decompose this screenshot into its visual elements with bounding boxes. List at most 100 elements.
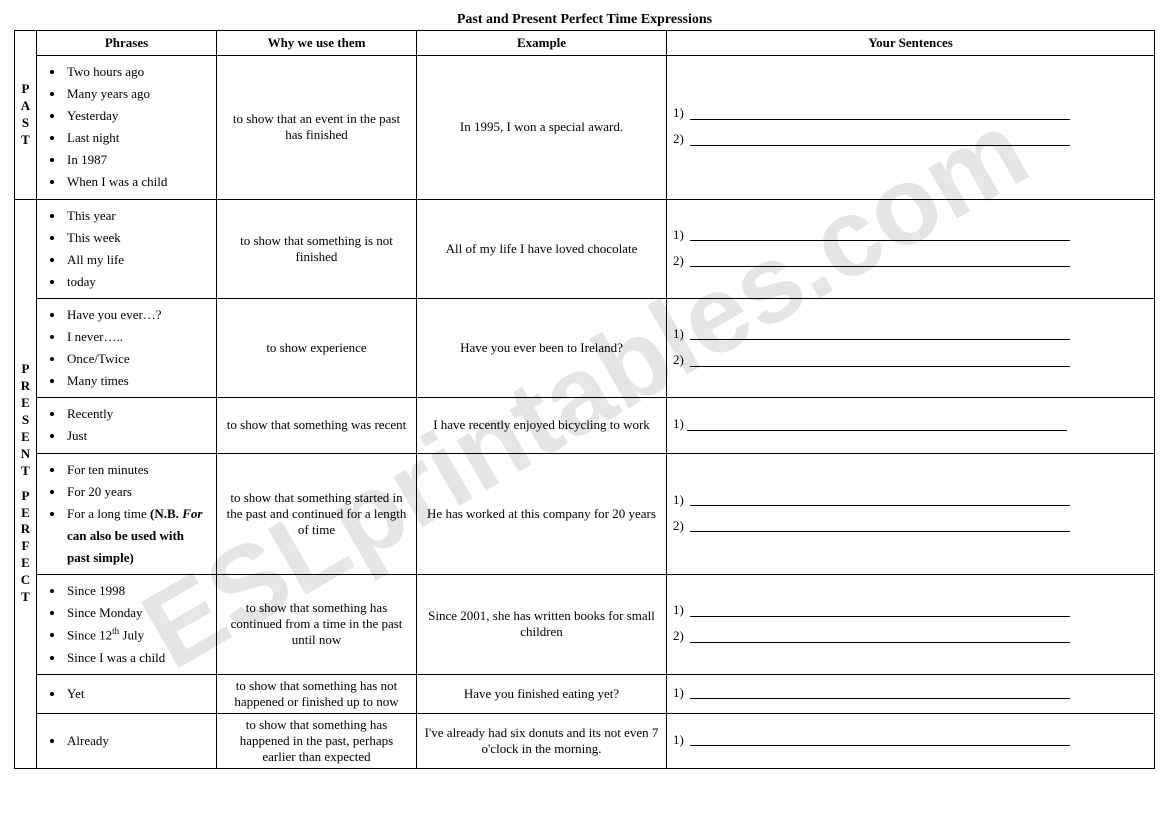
why-cell: to show that something has not happened … xyxy=(217,674,417,713)
present-perfect-label: PRESENT PERFECT xyxy=(15,199,37,768)
why-cell: to show that something has happened in t… xyxy=(217,713,417,768)
table-row: Have you ever…? I never….. Once/Twice Ma… xyxy=(15,298,1155,397)
worksheet-table: PAST Phrases Why we use them Example You… xyxy=(14,30,1155,769)
table-row: Already to show that something has happe… xyxy=(15,713,1155,768)
blank-line[interactable] xyxy=(690,256,1070,267)
list-item: Last night xyxy=(65,127,210,149)
example-cell: Since 2001, she has written books for sm… xyxy=(417,574,667,674)
why-cell: to show that something has continued fro… xyxy=(217,574,417,674)
col-example: Example xyxy=(417,31,667,56)
phrases-cell: Have you ever…? I never….. Once/Twice Ma… xyxy=(37,298,217,397)
phrases-cell: Two hours ago Many years ago Yesterday L… xyxy=(37,56,217,200)
list-item: In 1987 xyxy=(65,149,210,171)
blank-line[interactable] xyxy=(690,606,1070,617)
sentence-number: 1) xyxy=(673,602,684,617)
sentences-cell: 1) 2) xyxy=(667,56,1155,200)
sentences-cell: 1) xyxy=(667,674,1155,713)
example-cell: He has worked at this company for 20 yea… xyxy=(417,453,667,574)
list-item: Yet xyxy=(65,683,210,705)
list-item: I never….. xyxy=(65,326,210,348)
sentences-cell: 1) xyxy=(667,713,1155,768)
why-cell: to show that something is not finished xyxy=(217,199,417,298)
phrases-cell: Already xyxy=(37,713,217,768)
blank-line[interactable] xyxy=(690,329,1070,340)
sentence-number: 1) xyxy=(673,732,684,747)
table-row: PRESENT PERFECT This year This week All … xyxy=(15,199,1155,298)
col-phrases: Phrases xyxy=(37,31,217,56)
blank-line[interactable] xyxy=(690,632,1070,643)
why-cell: to show that something was recent xyxy=(217,398,417,453)
list-item: For a long time (N.B. For can also be us… xyxy=(65,503,210,569)
example-cell: I have recently enjoyed bicycling to wor… xyxy=(417,398,667,453)
past-label: PAST xyxy=(15,31,37,200)
why-cell: to show experience xyxy=(217,298,417,397)
sentence-number: 1) xyxy=(673,105,684,120)
phrases-cell: Recently Just xyxy=(37,398,217,453)
list-item: This year xyxy=(65,205,210,227)
sentence-number: 2) xyxy=(673,253,684,268)
blank-line[interactable] xyxy=(690,109,1070,120)
col-why: Why we use them xyxy=(217,31,417,56)
list-item: today xyxy=(65,271,210,293)
list-item: Since Monday xyxy=(65,602,210,624)
table-row: Since 1998 Since Monday Since 12th July … xyxy=(15,574,1155,674)
phrases-cell: This year This week All my life today xyxy=(37,199,217,298)
list-item: Since I was a child xyxy=(65,647,210,669)
list-item: Just xyxy=(65,425,210,447)
sentence-number: 2) xyxy=(673,518,684,533)
list-item: Many times xyxy=(65,370,210,392)
phrases-cell: Since 1998 Since Monday Since 12th July … xyxy=(37,574,217,674)
blank-line[interactable] xyxy=(690,495,1070,506)
sentence-number: 2) xyxy=(673,131,684,146)
sentence-number: 1) xyxy=(673,227,684,242)
sentence-number: 1) xyxy=(673,416,684,431)
sentence-number: 2) xyxy=(673,628,684,643)
table-row: For ten minutes For 20 years For a long … xyxy=(15,453,1155,574)
example-cell: In 1995, I won a special award. xyxy=(417,56,667,200)
sentence-number: 1) xyxy=(673,326,684,341)
table-row: Yet to show that something has not happe… xyxy=(15,674,1155,713)
sentences-cell: 1) 2) xyxy=(667,453,1155,574)
list-item: Already xyxy=(65,730,210,752)
example-cell: Have you ever been to Ireland? xyxy=(417,298,667,397)
blank-line[interactable] xyxy=(690,230,1070,241)
list-item: For 20 years xyxy=(65,481,210,503)
sentences-cell: 1) 2) xyxy=(667,199,1155,298)
example-cell: All of my life I have loved chocolate xyxy=(417,199,667,298)
list-item: Yesterday xyxy=(65,105,210,127)
list-item: Have you ever…? xyxy=(65,304,210,326)
list-item: Many years ago xyxy=(65,83,210,105)
blank-line[interactable] xyxy=(690,521,1070,532)
sentences-cell: 1) xyxy=(667,398,1155,453)
page-title: Past and Present Perfect Time Expression… xyxy=(14,12,1155,28)
blank-line[interactable] xyxy=(690,356,1070,367)
example-cell: I've already had six donuts and its not … xyxy=(417,713,667,768)
list-item: Once/Twice xyxy=(65,348,210,370)
list-item: Two hours ago xyxy=(65,61,210,83)
list-item: Since 12th July xyxy=(65,624,210,646)
blank-line[interactable] xyxy=(690,135,1070,146)
list-item: When I was a child xyxy=(65,171,210,193)
blank-line[interactable] xyxy=(690,688,1070,699)
list-item: All my life xyxy=(65,249,210,271)
example-cell: Have you finished eating yet? xyxy=(417,674,667,713)
sentences-cell: 1) 2) xyxy=(667,574,1155,674)
list-item: For ten minutes xyxy=(65,459,210,481)
why-cell: to show that something started in the pa… xyxy=(217,453,417,574)
header-row: PAST Phrases Why we use them Example You… xyxy=(15,31,1155,56)
phrases-cell: Yet xyxy=(37,674,217,713)
why-cell: to show that an event in the past has fi… xyxy=(217,56,417,200)
sentence-number: 2) xyxy=(673,352,684,367)
table-row: Recently Just to show that something was… xyxy=(15,398,1155,453)
list-item: Since 1998 xyxy=(65,580,210,602)
sentences-cell: 1) 2) xyxy=(667,298,1155,397)
list-item: Recently xyxy=(65,403,210,425)
table-row: Two hours ago Many years ago Yesterday L… xyxy=(15,56,1155,200)
col-your: Your Sentences xyxy=(667,31,1155,56)
blank-line[interactable] xyxy=(690,735,1070,746)
phrases-cell: For ten minutes For 20 years For a long … xyxy=(37,453,217,574)
sentence-number: 1) xyxy=(673,685,684,700)
blank-line[interactable] xyxy=(687,420,1067,431)
sentence-number: 1) xyxy=(673,492,684,507)
list-item: This week xyxy=(65,227,210,249)
